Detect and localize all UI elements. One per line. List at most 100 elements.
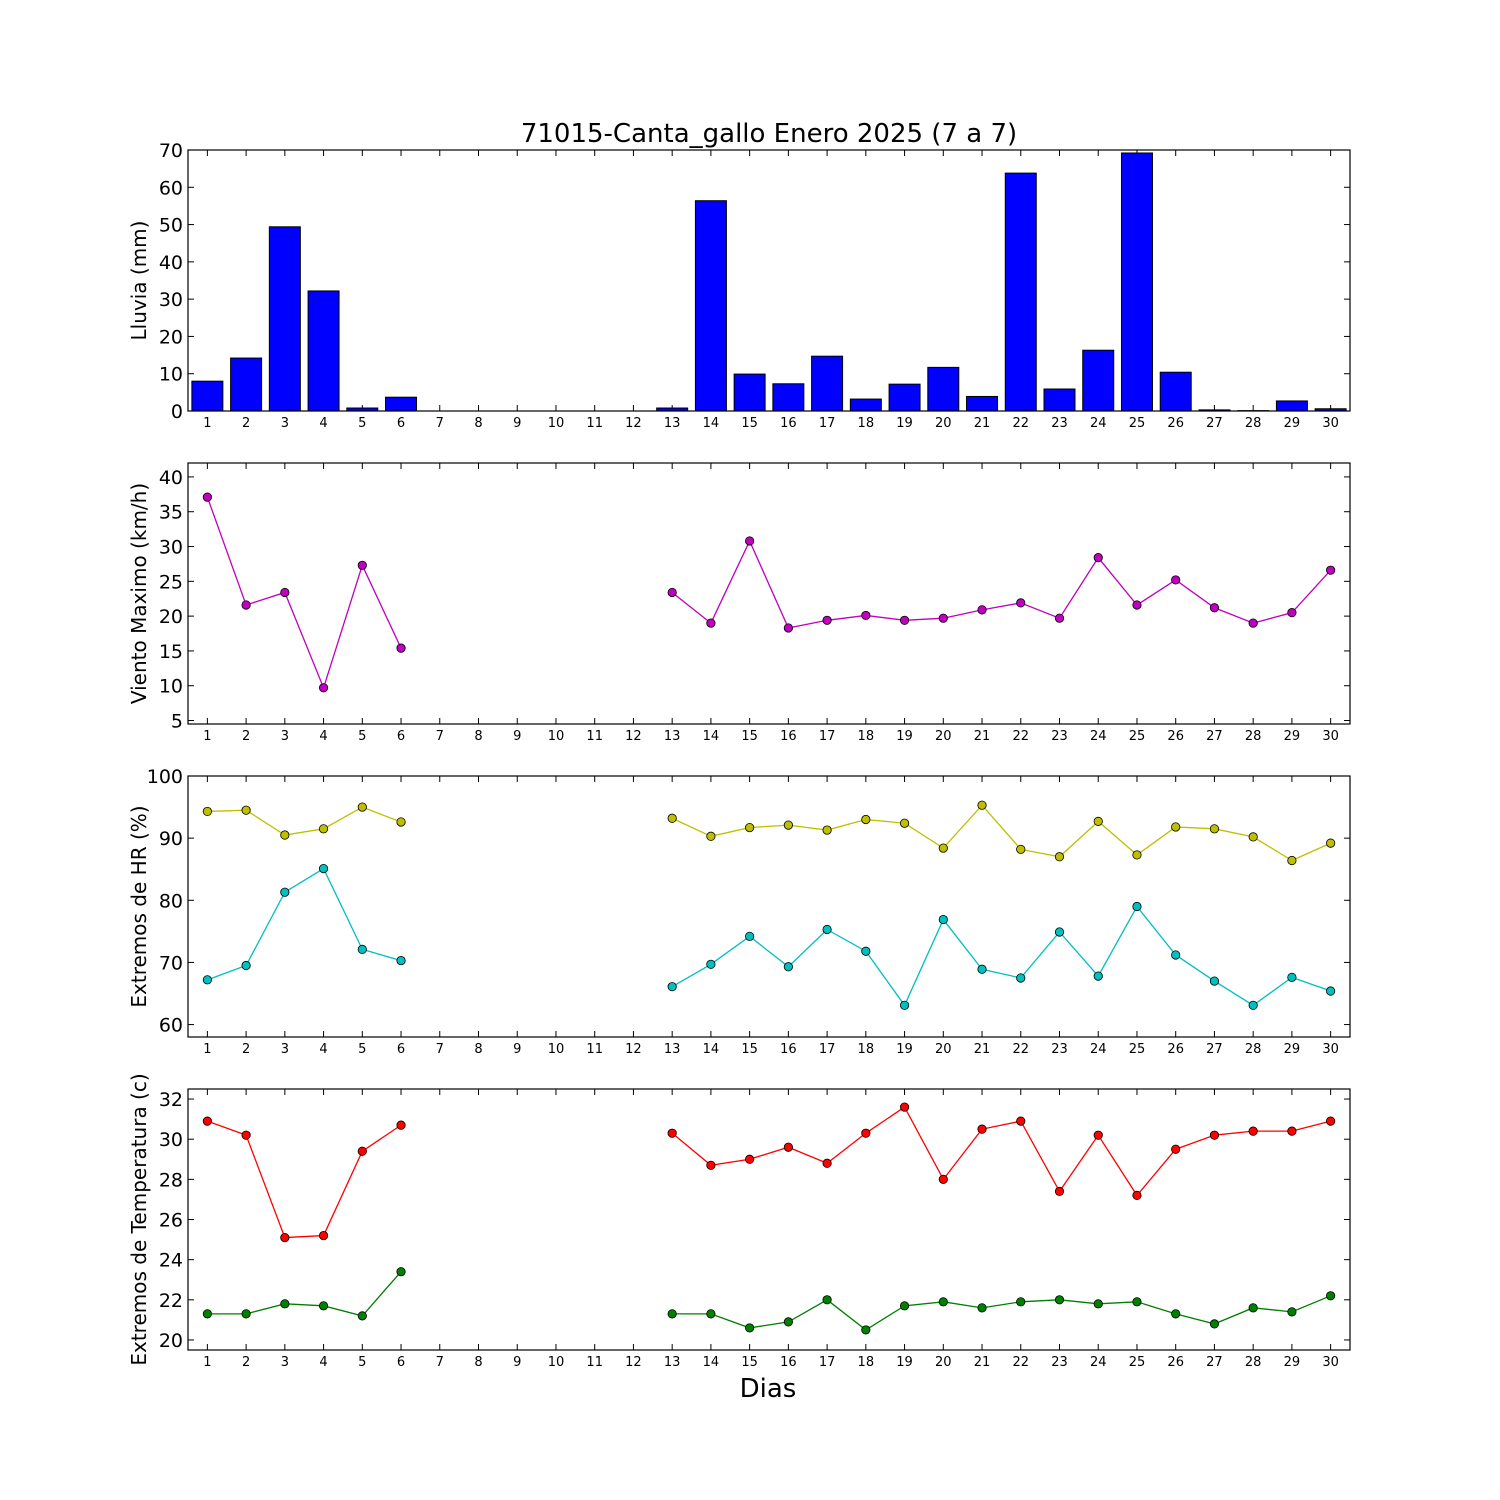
- series-2-point-day-20: [938, 1297, 948, 1307]
- x-tick-label: 12: [625, 1042, 642, 1057]
- series-2-point-day-23: [1054, 1295, 1065, 1305]
- x-tick-label: 22: [1012, 729, 1029, 744]
- series-1-point-day-29: [1287, 1126, 1297, 1136]
- x-tick-label: 25: [1129, 729, 1146, 744]
- series-1-point-day-27: [1209, 1130, 1220, 1140]
- y-tick-label: 26: [159, 1210, 183, 1232]
- series-1-point-day-18: [861, 610, 871, 621]
- x-tick-label: 28: [1245, 1042, 1262, 1057]
- x-tick-label: 26: [1167, 1042, 1184, 1057]
- x-tick-label: 2: [242, 1042, 250, 1057]
- series-1-point-day-29: [1287, 855, 1297, 866]
- x-tick-label: 20: [935, 1355, 952, 1370]
- series-1-point-day-25: [1132, 850, 1142, 860]
- x-tick-label: 29: [1284, 1355, 1301, 1370]
- series-1-point-day-30: [1326, 1116, 1336, 1126]
- bar-day-26: [1159, 371, 1192, 412]
- x-tick-label: 10: [548, 1042, 565, 1057]
- x-tick-label: 17: [819, 416, 836, 431]
- x-tick-label: 9: [513, 1042, 521, 1057]
- x-tick-label: 21: [974, 729, 991, 744]
- x-tick-label: 7: [436, 1042, 444, 1057]
- x-tick-label: 3: [281, 416, 289, 431]
- x-tick-label: 12: [625, 729, 642, 744]
- x-tick-label: 27: [1206, 1042, 1223, 1057]
- series-1-point-day-3: [280, 1232, 290, 1243]
- series-1-point-day-16: [783, 820, 793, 830]
- y-tick-label: 70: [159, 140, 183, 162]
- series-2-point-day-29: [1287, 1307, 1297, 1317]
- x-tick-label: 16: [780, 1042, 797, 1057]
- x-tick-label: 5: [358, 729, 366, 744]
- series-1-point-day-14: [706, 1160, 716, 1170]
- bar-day-21: [966, 395, 999, 412]
- series-2-line: [671, 905, 1331, 1007]
- x-tick-label: 8: [474, 416, 482, 431]
- x-tick-label: 23: [1051, 1042, 1068, 1057]
- bar-day-25: [1120, 152, 1153, 412]
- x-tick-label: 1: [203, 729, 211, 744]
- bar-day-1: [191, 380, 224, 412]
- x-tick-label: 23: [1051, 729, 1068, 744]
- x-tick-label: 18: [858, 729, 875, 744]
- y-tick-label: 25: [159, 571, 183, 593]
- x-tick-label: 26: [1167, 416, 1184, 431]
- series-1-point-day-28: [1248, 1126, 1258, 1136]
- x-tick-label: 1: [203, 416, 211, 431]
- x-tick-label: 20: [935, 1042, 952, 1057]
- series-2-point-day-27: [1209, 1319, 1220, 1329]
- series-2-point-day-3: [280, 1299, 290, 1309]
- x-tick-label: 29: [1284, 1042, 1301, 1057]
- series-1-point-day-21: [977, 800, 987, 810]
- x-tick-label: 23: [1051, 1355, 1068, 1370]
- series-1-point-day-5: [357, 802, 367, 812]
- x-tick-label: 30: [1322, 416, 1339, 431]
- x-tick-label: 15: [741, 729, 758, 744]
- x-tick-label: 4: [319, 729, 327, 744]
- y-tick-label: 100: [147, 766, 183, 788]
- x-tick-label: 6: [397, 416, 405, 431]
- series-1-point-day-14: [706, 831, 716, 841]
- series-2-point-day-28: [1248, 1303, 1258, 1313]
- series-1-point-day-2: [241, 1130, 251, 1140]
- y-tick-label: 30: [159, 1129, 183, 1151]
- x-tick-label: 7: [436, 416, 444, 431]
- x-tick-label: 24: [1090, 416, 1107, 431]
- x-tick-label: 18: [858, 416, 875, 431]
- y-axis-label: Lluvia (mm): [127, 221, 151, 341]
- series-1-point-day-23: [1054, 1186, 1065, 1196]
- y-tick-label: 15: [159, 641, 183, 663]
- series-2-point-day-26: [1171, 950, 1181, 960]
- x-tick-label: 1: [203, 1355, 211, 1370]
- x-tick-label: 30: [1322, 1355, 1339, 1370]
- series-1-point-day-18: [861, 814, 871, 825]
- x-tick-label: 26: [1167, 729, 1184, 744]
- series-2-point-day-5: [357, 1311, 367, 1321]
- series-1-point-day-21: [977, 605, 987, 615]
- x-tick-label: 22: [1012, 1355, 1029, 1370]
- x-tick-label: 12: [625, 416, 642, 431]
- series-1-point-day-24: [1093, 1130, 1103, 1140]
- x-tick-label: 18: [858, 1042, 875, 1057]
- series-2-point-day-5: [357, 944, 367, 954]
- x-tick-label: 18: [858, 1355, 875, 1370]
- x-tick-label: 27: [1206, 729, 1223, 744]
- x-tick-label: 12: [625, 1355, 642, 1370]
- y-tick-label: 28: [159, 1169, 183, 1191]
- series-1-line: [207, 1120, 402, 1239]
- y-axis-label: Extremos de Temperatura (c): [127, 1073, 151, 1365]
- series-1-point-day-28: [1248, 618, 1258, 628]
- x-tick-label: 28: [1245, 729, 1262, 744]
- plot-frame: [187, 1088, 1351, 1351]
- series-2-point-day-17: [822, 924, 832, 935]
- series-1-point-day-15: [745, 536, 755, 546]
- x-tick-label: 14: [703, 416, 720, 431]
- x-tick-label: 4: [319, 1355, 327, 1370]
- panel-4: Extremos de Temperatura (c) 2022242628303…: [127, 1073, 1351, 1370]
- bar-day-19: [888, 383, 921, 412]
- series-2-point-day-14: [706, 1309, 716, 1319]
- series-2-point-day-15: [745, 1323, 755, 1333]
- x-tick-label: 30: [1322, 1042, 1339, 1057]
